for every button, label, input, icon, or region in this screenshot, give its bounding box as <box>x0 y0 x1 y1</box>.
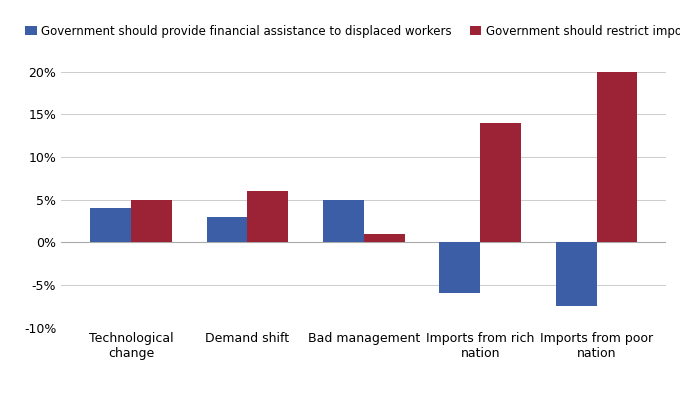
Bar <box>323 200 364 242</box>
Legend: Government should provide financial assistance to displaced workers, Government : Government should provide financial assi… <box>24 25 680 38</box>
Bar <box>131 200 172 242</box>
Bar <box>364 234 405 242</box>
Bar <box>248 191 288 242</box>
Bar <box>207 217 248 242</box>
Bar <box>596 72 637 242</box>
Bar <box>90 208 131 242</box>
Bar <box>556 242 596 306</box>
Bar <box>439 242 480 294</box>
Bar <box>480 123 521 242</box>
